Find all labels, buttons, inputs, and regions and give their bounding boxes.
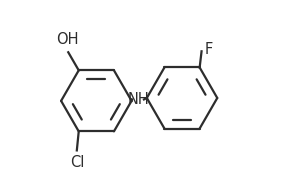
Text: F: F (204, 42, 213, 57)
Text: NH: NH (127, 92, 149, 107)
Text: OH: OH (56, 33, 79, 47)
Text: Cl: Cl (69, 155, 84, 170)
